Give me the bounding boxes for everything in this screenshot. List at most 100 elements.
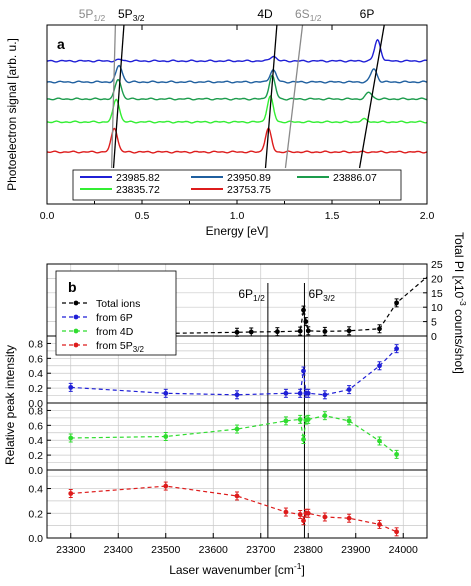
- panel-b-y2tick-label-4: 20: [431, 273, 443, 285]
- legend-b-label-2: from 4D: [96, 326, 134, 338]
- series-point-2-11: [394, 451, 399, 457]
- legend-b-label-text-2: from 4D: [96, 326, 134, 338]
- series-point-0-2: [234, 329, 240, 335]
- panel-b-ytick-label-1-4: 0.8: [28, 338, 43, 350]
- series-point-0-7: [303, 319, 309, 324]
- series-point-2-7: [305, 416, 311, 422]
- panel-b-xlabel: Laser wavenumber [cm-1]: [169, 561, 305, 577]
- series-point-0-11: [377, 326, 382, 332]
- spectrum-line-23753.75: [46, 127, 428, 154]
- series-point-0-3: [248, 329, 254, 335]
- series-point-2-1: [163, 434, 169, 439]
- panel-a-ylabel: Photoelectron signal [arb. u.]: [5, 38, 19, 191]
- series-line-3: [70, 485, 397, 533]
- legend-b-label-0: Total ions: [96, 298, 140, 310]
- series-point-1-8: [322, 392, 328, 398]
- transition-label-0-text: 6P: [238, 287, 253, 301]
- panel-b-xlabel-text-end: ]: [301, 563, 304, 577]
- legend-b-label-1: from 6P: [96, 312, 133, 324]
- series-point-3-8: [322, 514, 328, 520]
- spectrum-line-23886.07: [46, 74, 428, 101]
- legend-b-label-text-3: from 5P: [96, 340, 133, 352]
- panel-a-xtick-label-1: 0.5: [135, 210, 150, 222]
- panel-b-xtick-label-7: 24000: [389, 544, 418, 556]
- panel-b-letter: b: [68, 279, 77, 295]
- series-point-2-8: [322, 413, 328, 419]
- series-point-0-4: [274, 329, 280, 335]
- panel-a-legend: [72, 169, 402, 201]
- series-point-1-2: [234, 392, 240, 398]
- series-point-1-1: [163, 390, 169, 396]
- legend-label-23886.07: 23886.07: [333, 172, 377, 184]
- panel-b-ytick-label-1-3: 0.6: [28, 353, 43, 365]
- series-point-1-7: [305, 390, 311, 396]
- series-point-2-3: [283, 418, 289, 424]
- series-point-0-10: [346, 328, 352, 334]
- panel-b-ytick-label-2-2: 0.4: [28, 435, 43, 447]
- panel-b-xtick-label-4: 23700: [246, 544, 275, 556]
- panel-b-y2label-superscript: -3: [458, 298, 468, 306]
- panel-b-xtick-label-3: 23600: [199, 544, 228, 556]
- series-point-2-10: [377, 438, 382, 444]
- series-line-2: [70, 415, 397, 455]
- state-label-4-text: 6P: [360, 7, 375, 21]
- state-line-1: [112, 24, 125, 169]
- panel-b-y2tick-label-2: 10: [431, 302, 443, 314]
- transition-label-1: 6P3/2: [308, 287, 335, 303]
- series-point-2-9: [346, 418, 352, 424]
- state-label-0-subscript: 1/2: [93, 13, 105, 23]
- state-line-2: [264, 24, 278, 169]
- panel-b-y2label-text: Total PI [x10: [452, 232, 466, 298]
- series-point-1-0: [68, 384, 74, 390]
- series-point-3-1: [163, 483, 169, 489]
- transition-label-0: 6P1/2: [238, 287, 265, 303]
- panel-b-ytick-label-2-3: 0.6: [28, 420, 43, 432]
- state-label-1: 5P3/2: [118, 7, 145, 23]
- panel-b-y2tick-label-5: 25: [431, 259, 443, 271]
- panel-b-ytick-label-2-0: 0.0: [28, 465, 43, 477]
- series-point-3-4: [297, 512, 303, 517]
- panel-b-y2tick-label-1: 5: [431, 317, 437, 329]
- panel-b-xtick-label-1: 23400: [104, 544, 133, 556]
- legend-b-marker-1: [73, 314, 79, 320]
- series-point-1-10: [377, 363, 382, 369]
- state-line-0: [110, 24, 117, 169]
- panel-b-xlabel-text: Laser wavenumber [cm: [169, 563, 294, 577]
- series-point-3-7: [305, 510, 311, 516]
- panel-b-subframe-3: [46, 469, 428, 539]
- panel-b-legend: [55, 270, 177, 356]
- panel-b-ytick-label-3-2: 0.4: [28, 484, 43, 496]
- series-point-3-2: [234, 493, 240, 499]
- panel-b-xtick-label-0: 23300: [56, 544, 85, 556]
- panel-b-ytick-label-1-1: 0.2: [28, 383, 43, 395]
- legend-label-23950.89: 23950.89: [227, 172, 271, 184]
- panel-b-xtick-label-5: 23800: [294, 544, 323, 556]
- series-point-0-9: [322, 328, 328, 334]
- panel-b-y2tick-label-3: 15: [431, 288, 443, 300]
- series-point-1-5: [301, 368, 306, 374]
- series-point-0-8: [305, 328, 311, 334]
- state-label-0: 5P1/2: [79, 7, 106, 23]
- series-point-2-5: [301, 437, 306, 442]
- series-point-3-3: [283, 509, 289, 515]
- legend-label-23835.72: 23835.72: [116, 184, 160, 196]
- legend-b-label-subscript-3: 3/2: [133, 345, 145, 354]
- panel-a-xtick-label-4: 2.0: [420, 210, 435, 222]
- panel-b-y2tick-label-0: 0: [431, 331, 437, 343]
- series-point-1-3: [283, 390, 289, 396]
- state-label-1-subscript: 3/2: [133, 13, 145, 23]
- panel-a-xtick-label-3: 1.5: [325, 210, 340, 222]
- panel-b-ylabel: Relative peak intensity: [3, 345, 17, 465]
- series-point-1-9: [346, 387, 352, 392]
- legend-b-label-text-1: from 6P: [96, 312, 133, 324]
- legend-b-marker-3: [73, 342, 79, 348]
- panel-b-xtick-label-2: 23500: [151, 544, 180, 556]
- spectrum-line-23835.72: [47, 95, 428, 124]
- state-line-4: [358, 24, 385, 169]
- panel-b-ytick-label-2-4: 0.8: [28, 405, 43, 417]
- legend-label-23753.75: 23753.75: [227, 184, 271, 196]
- legend-b-label-text-0: Total ions: [96, 298, 140, 310]
- legend-b-marker-0: [73, 300, 79, 306]
- state-label-3: 6S1/2: [295, 7, 322, 23]
- series-point-1-11: [394, 346, 399, 352]
